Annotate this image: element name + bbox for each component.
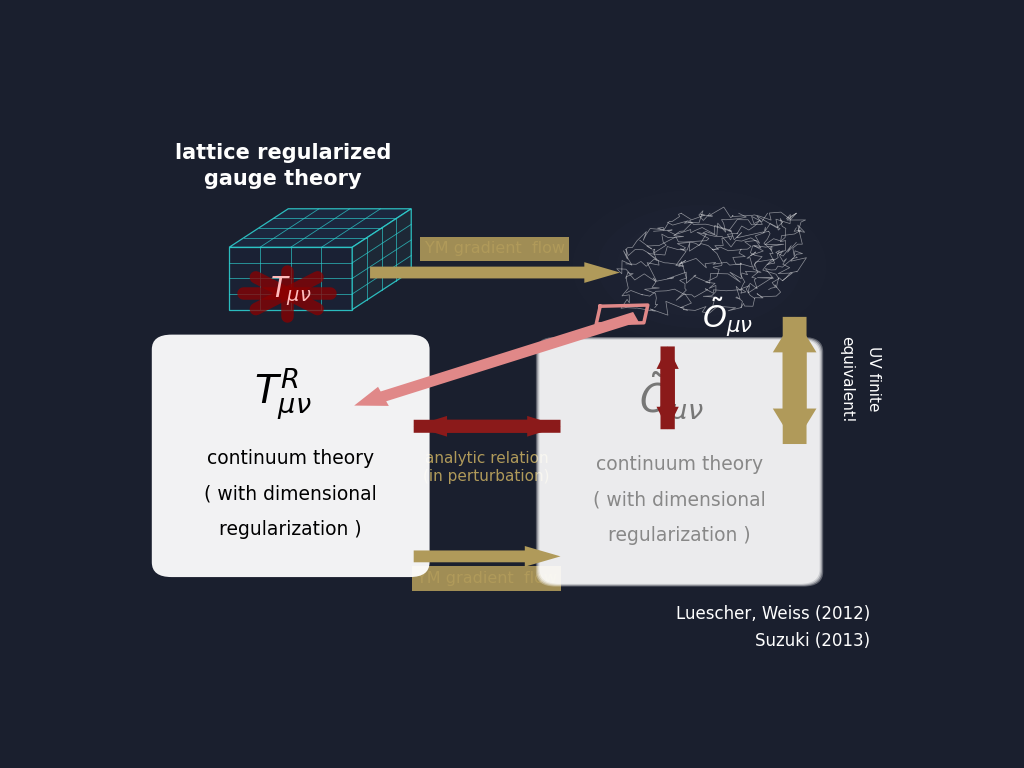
Text: lattice regularized
gauge theory: lattice regularized gauge theory xyxy=(174,143,391,189)
FancyArrow shape xyxy=(414,546,560,567)
FancyArrow shape xyxy=(656,346,679,429)
Text: UV finite: UV finite xyxy=(866,346,882,412)
FancyArrow shape xyxy=(773,317,816,444)
Text: regularization ): regularization ) xyxy=(219,520,362,539)
Text: YM gradient  flow: YM gradient flow xyxy=(417,571,557,586)
Text: analytic relation
(in perturbation): analytic relation (in perturbation) xyxy=(424,451,550,485)
FancyBboxPatch shape xyxy=(152,335,430,577)
FancyArrow shape xyxy=(656,346,679,429)
FancyBboxPatch shape xyxy=(536,337,823,587)
FancyArrow shape xyxy=(354,312,639,406)
Polygon shape xyxy=(229,247,352,310)
FancyArrow shape xyxy=(414,416,560,437)
Polygon shape xyxy=(229,209,412,247)
Ellipse shape xyxy=(598,205,801,328)
FancyArrow shape xyxy=(414,416,560,437)
Text: ( with dimensional: ( with dimensional xyxy=(593,491,766,510)
Text: $\tilde{O}_{\mu\nu}$: $\tilde{O}_{\mu\nu}$ xyxy=(701,296,753,338)
Polygon shape xyxy=(352,209,412,310)
FancyBboxPatch shape xyxy=(538,338,822,586)
Ellipse shape xyxy=(616,217,782,316)
FancyArrow shape xyxy=(773,317,816,444)
FancyBboxPatch shape xyxy=(539,339,821,584)
Text: continuum theory: continuum theory xyxy=(207,449,374,468)
Text: continuum theory: continuum theory xyxy=(596,455,763,474)
Text: $\tilde{O}_{\mu\nu}$: $\tilde{O}_{\mu\nu}$ xyxy=(639,371,705,429)
Text: $T_{\mu\nu}$: $T_{\mu\nu}$ xyxy=(270,275,311,308)
Ellipse shape xyxy=(572,190,826,343)
FancyArrow shape xyxy=(370,262,620,283)
FancyBboxPatch shape xyxy=(540,339,819,584)
Text: regularization ): regularization ) xyxy=(608,526,751,545)
Text: equivalent!: equivalent! xyxy=(839,336,854,422)
Text: YM gradient  flow: YM gradient flow xyxy=(425,241,564,257)
Text: Luescher, Weiss (2012)
Suzuki (2013): Luescher, Weiss (2012) Suzuki (2013) xyxy=(676,605,870,650)
Text: ( with dimensional: ( with dimensional xyxy=(205,485,377,504)
Text: $T^R_{\mu\nu}$: $T^R_{\mu\nu}$ xyxy=(254,366,311,422)
